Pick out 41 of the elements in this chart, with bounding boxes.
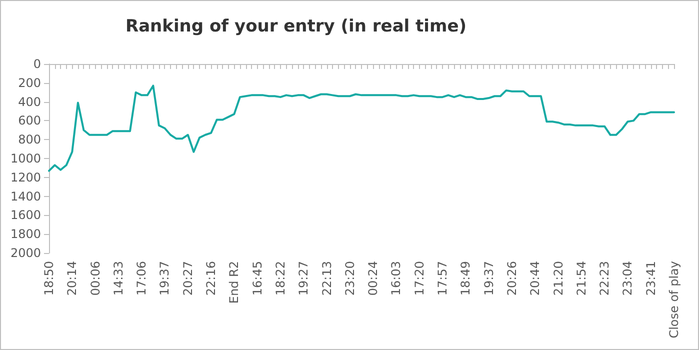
x-tick-label: 16:03 bbox=[389, 261, 404, 296]
x-tick-label: 14:33 bbox=[111, 261, 126, 296]
x-tick-label: 20:44 bbox=[528, 261, 542, 296]
x-tick-label: 19:37 bbox=[158, 261, 172, 296]
x-tick-label: Close of play bbox=[667, 261, 681, 338]
x-tick-label: 17:20 bbox=[412, 261, 426, 296]
x-tick-label: 20:26 bbox=[504, 261, 519, 296]
x-tick-label: 23:20 bbox=[342, 261, 357, 296]
y-tick-label: 2000 bbox=[10, 246, 41, 260]
x-tick-label: 19:27 bbox=[296, 261, 311, 296]
x-tick-label: 00:24 bbox=[366, 261, 380, 296]
x-tick-label: 22:16 bbox=[204, 261, 218, 296]
y-tick-label: 1800 bbox=[10, 227, 41, 242]
y-tick-label: 1200 bbox=[10, 170, 41, 184]
x-tick-label: 18:49 bbox=[458, 261, 473, 296]
x-tick-label: 17:57 bbox=[436, 261, 450, 296]
x-tick-label: 21:54 bbox=[574, 261, 588, 296]
chart-title: Ranking of your entry (in real time) bbox=[125, 16, 467, 36]
x-tick-label: 00:06 bbox=[88, 261, 102, 296]
y-tick-label: 1600 bbox=[10, 208, 41, 222]
y-tick-label: 600 bbox=[18, 114, 41, 128]
x-tick-label: 23:04 bbox=[620, 261, 635, 296]
line-series bbox=[48, 84, 675, 172]
x-tick-label: 19:37 bbox=[482, 261, 496, 296]
x-tick-label: 22:13 bbox=[320, 261, 334, 296]
x-tick-label: End R2 bbox=[227, 261, 242, 304]
x-tick-label: 23:41 bbox=[644, 261, 658, 296]
x-tick-label: 20:27 bbox=[180, 261, 195, 296]
x-tick-label: 21:20 bbox=[551, 261, 566, 296]
y-tick-label: 1000 bbox=[10, 152, 41, 166]
y-tick-label: 200 bbox=[18, 76, 41, 90]
y-tick-label: 1400 bbox=[10, 189, 41, 204]
x-tick-label: 20:14 bbox=[65, 261, 80, 296]
y-tick-label: 400 bbox=[18, 94, 41, 109]
x-tick-label: 16:45 bbox=[250, 261, 264, 296]
x-tick-label: 22:23 bbox=[598, 261, 612, 296]
x-tick-label: 18:22 bbox=[273, 261, 288, 296]
x-tick-label: 18:50 bbox=[42, 261, 56, 296]
y-tick-label: 800 bbox=[18, 132, 41, 147]
y-tick-label: 0 bbox=[33, 57, 41, 71]
x-tick-label: 17:06 bbox=[134, 261, 149, 296]
